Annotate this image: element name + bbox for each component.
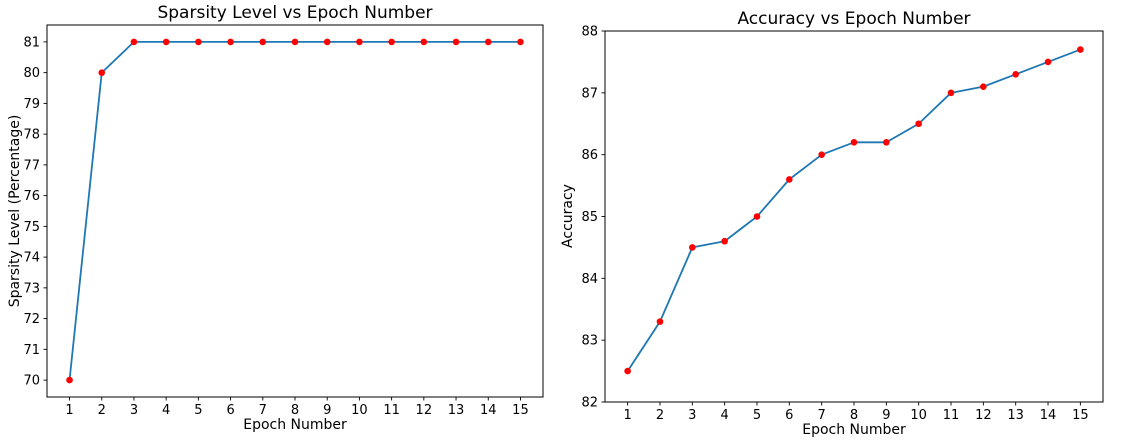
svg-text:11: 11 — [383, 403, 400, 418]
svg-text:86: 86 — [581, 148, 598, 163]
sparsity-chart-ylabel: Sparsity Level (Percentage) — [7, 114, 23, 308]
svg-text:8: 8 — [850, 408, 858, 423]
svg-text:4: 4 — [162, 403, 170, 418]
svg-text:13: 13 — [1007, 408, 1024, 423]
svg-text:85: 85 — [581, 210, 598, 225]
svg-text:70: 70 — [23, 374, 40, 389]
sparsity-chart-xlabel: Epoch Number — [243, 417, 347, 433]
svg-text:13: 13 — [448, 403, 465, 418]
svg-text:4: 4 — [721, 408, 729, 423]
svg-text:9: 9 — [323, 403, 331, 418]
svg-text:7: 7 — [818, 408, 826, 423]
svg-text:10: 10 — [351, 403, 368, 418]
svg-text:81: 81 — [23, 35, 40, 50]
svg-text:2: 2 — [656, 408, 664, 423]
svg-text:7: 7 — [259, 403, 267, 418]
svg-text:1: 1 — [65, 403, 73, 418]
accuracy-plot-frame — [604, 30, 1104, 403]
svg-text:11: 11 — [943, 408, 960, 423]
svg-text:76: 76 — [23, 189, 40, 204]
svg-text:15: 15 — [512, 403, 529, 418]
svg-text:73: 73 — [23, 281, 40, 296]
svg-text:12: 12 — [975, 408, 992, 423]
svg-text:9: 9 — [882, 408, 890, 423]
svg-text:72: 72 — [23, 312, 40, 327]
sparsity-plot: 1 2 3 4 5 6 7 8 9 10 11 12 13 14 157071727374757677787… — [23, 24, 544, 418]
svg-text:77: 77 — [23, 158, 40, 173]
svg-text:14: 14 — [1040, 408, 1057, 423]
svg-text:5: 5 — [194, 403, 202, 418]
sparsity-plot-frame — [46, 24, 544, 398]
svg-text:2: 2 — [98, 403, 106, 418]
svg-text:74: 74 — [23, 251, 40, 266]
svg-text:88: 88 — [581, 25, 598, 40]
accuracy-chart-xlabel: Epoch Number — [802, 422, 906, 438]
sparsity-chart-title: Sparsity Level vs Epoch Number — [157, 3, 433, 23]
accuracy-plot-markers — [624, 46, 1084, 375]
svg-text:78: 78 — [23, 128, 40, 143]
svg-text:80: 80 — [23, 66, 40, 81]
svg-text:8: 8 — [291, 403, 299, 418]
svg-text:12: 12 — [416, 403, 433, 418]
svg-text:71: 71 — [23, 343, 40, 358]
svg-text:5: 5 — [753, 408, 761, 423]
svg-text:83: 83 — [581, 334, 598, 349]
svg-text:14: 14 — [480, 403, 497, 418]
svg-text:6: 6 — [226, 403, 234, 418]
accuracy-plot-line — [626, 48, 1082, 372]
svg-text:87: 87 — [581, 86, 598, 101]
svg-text:1: 1 — [623, 408, 631, 423]
svg-text:3: 3 — [130, 403, 138, 418]
svg-text:79: 79 — [23, 97, 40, 112]
svg-text:82: 82 — [581, 396, 598, 411]
sparsity-plot-markers — [66, 38, 524, 384]
accuracy-chart-title: Accuracy vs Epoch Number — [737, 9, 971, 29]
accuracy-chart-ylabel: Accuracy — [560, 184, 576, 248]
sparsity-plot-ticks: 1 2 3 4 5 6 7 8 9 10 11 12 13 14 157071727374757677787… — [23, 35, 528, 418]
svg-text:6: 6 — [785, 408, 793, 423]
svg-text:84: 84 — [581, 272, 598, 287]
svg-text:10: 10 — [910, 408, 927, 423]
svg-text:3: 3 — [688, 408, 696, 423]
svg-text:75: 75 — [23, 220, 40, 235]
svg-text:15: 15 — [1072, 408, 1089, 423]
sparsity-plot-line — [68, 41, 522, 381]
